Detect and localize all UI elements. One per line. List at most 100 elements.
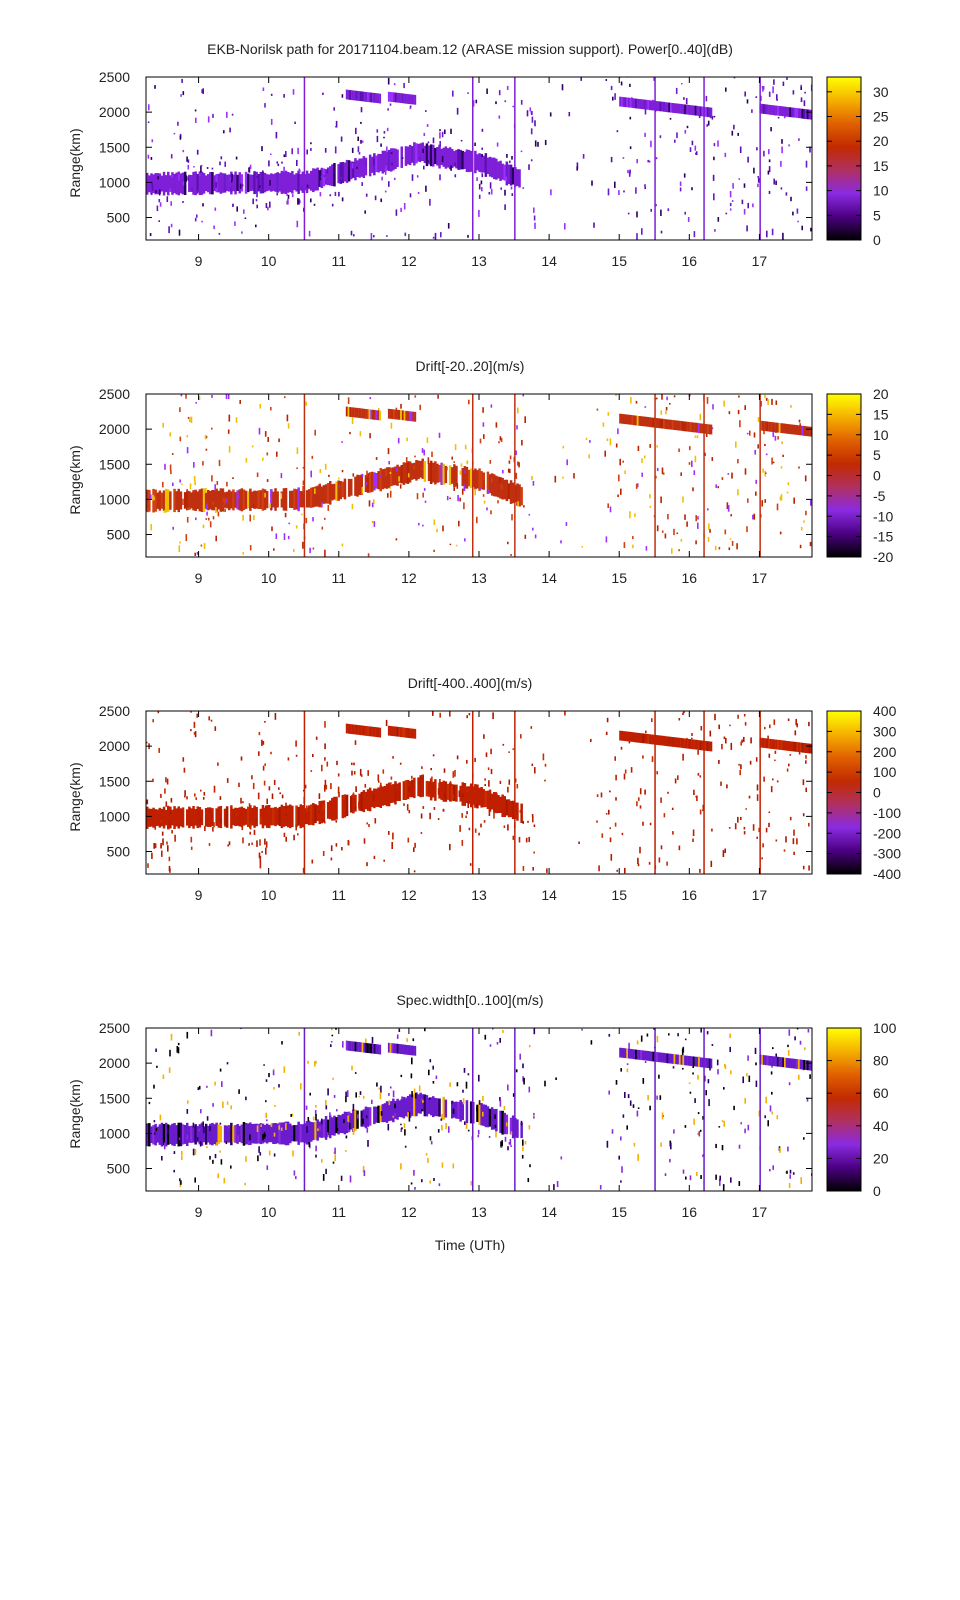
echo-band-cell: [448, 465, 452, 486]
echo-cell: [285, 1123, 287, 1130]
echo-cell: [302, 867, 305, 873]
echo-cell: [364, 784, 367, 788]
echo-cell: [757, 178, 760, 183]
echo-cell: [682, 104, 685, 115]
echo-cell: [397, 438, 400, 444]
echo-cell: [152, 778, 154, 783]
echo-band-cell: [240, 488, 244, 512]
echo-cell: [673, 420, 676, 430]
echo-cell: [410, 728, 413, 739]
echo-band-cell: [387, 149, 391, 171]
echo-cell: [153, 496, 155, 501]
echo-band-cell: [297, 1121, 300, 1145]
echo-cell: [205, 504, 207, 510]
echo-cell: [499, 1038, 501, 1043]
echo-band-cell: [219, 488, 223, 512]
echo-band-cell: [280, 1122, 284, 1145]
echo-cell: [632, 544, 634, 549]
echo-cell: [659, 1052, 662, 1063]
echo-cell: [382, 769, 385, 774]
echo-cell: [649, 505, 652, 508]
echo-cell: [750, 737, 752, 744]
echo-cell: [426, 437, 429, 443]
echo-cell: [194, 793, 196, 797]
echo-cell: [638, 416, 641, 426]
echo-cell: [531, 814, 534, 817]
echo-band-cell: [251, 807, 254, 826]
echo-cell: [782, 232, 784, 240]
echo-cell: [680, 421, 683, 431]
y-tick-label: 500: [107, 210, 131, 226]
echo-cell: [248, 803, 251, 806]
echo-cell: [740, 1122, 742, 1125]
echo-cell: [786, 491, 789, 494]
echo-cell: [380, 1085, 382, 1093]
echo-cell: [432, 711, 434, 716]
echo-cell: [717, 486, 719, 489]
echo-band-cell: [282, 488, 286, 511]
echo-cell: [159, 202, 162, 207]
echo-cell: [666, 861, 668, 866]
echo-band-cell: [354, 476, 357, 496]
echo-cell: [261, 851, 263, 853]
echo-band-cell: [467, 150, 471, 173]
echo-band-cell: [511, 800, 515, 820]
echo-band-cell: [360, 1110, 363, 1127]
echo-streak: [472, 711, 474, 874]
echo-cell: [469, 863, 472, 866]
echo-cell: [365, 160, 367, 167]
echo-cell: [394, 726, 397, 737]
echo-cell: [721, 477, 724, 480]
echo-cell: [335, 126, 337, 128]
echo-cell: [768, 159, 771, 163]
echo-band-cell: [263, 489, 267, 510]
echo-cell: [612, 96, 614, 101]
echo-band-cell: [175, 172, 178, 195]
echo-cell: [623, 542, 626, 548]
echo-band-cell: [156, 173, 159, 195]
echo-cell: [273, 548, 275, 551]
echo-cell: [270, 153, 272, 155]
x-tick-label: 12: [401, 887, 417, 903]
echo-cell: [737, 714, 739, 719]
echo-cell: [792, 424, 795, 435]
echo-cell: [768, 421, 771, 432]
echo-cell: [666, 419, 669, 430]
echo-cell: [379, 410, 382, 421]
echo-cell: [802, 813, 805, 817]
echo-cell: [514, 778, 517, 783]
echo-cell: [729, 538, 732, 540]
echo-cell: [805, 1060, 807, 1070]
echo-cell: [225, 394, 228, 399]
echo-cell: [168, 1067, 171, 1073]
echo-cell: [352, 792, 355, 799]
echo-band-cell: [343, 794, 347, 818]
echo-cell: [504, 1136, 507, 1142]
echo-band-cell: [474, 150, 477, 174]
echo-band-cell: [444, 146, 448, 169]
echo-cell: [780, 1057, 783, 1067]
echo-cell: [195, 117, 197, 123]
echo-cell: [631, 1049, 634, 1059]
echo-cell: [219, 818, 222, 824]
echo-cell: [771, 398, 773, 405]
echo-cell: [324, 463, 327, 470]
echo-band-cell: [211, 490, 214, 511]
echo-cell: [383, 131, 386, 134]
echo-cell: [784, 106, 786, 117]
echo-cell: [351, 770, 353, 776]
echo-streak: [514, 394, 516, 557]
echo-cell: [256, 175, 258, 179]
echo-cell: [615, 394, 617, 396]
echo-cell: [638, 1050, 641, 1060]
echo-cell: [769, 1056, 772, 1066]
echo-cell: [212, 501, 214, 505]
echo-band-cell: [465, 1100, 469, 1124]
echo-cell: [169, 188, 171, 191]
echo-cell: [660, 845, 663, 850]
colorbar-tick-label: 20: [873, 133, 889, 149]
echo-band-cell: [324, 1116, 328, 1140]
echo-cell: [361, 91, 364, 102]
echo-band-cell: [400, 146, 403, 168]
echo-cell: [411, 1091, 413, 1098]
